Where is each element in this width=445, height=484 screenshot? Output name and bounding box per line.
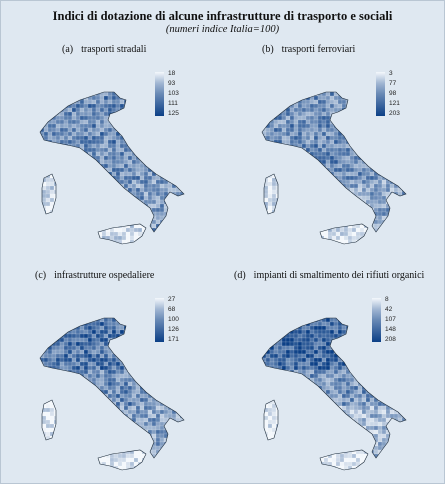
sardinia-outline xyxy=(263,173,279,215)
panel-label: infrastrutture ospedaliere xyxy=(54,270,155,281)
legend-color-bar xyxy=(155,298,164,342)
italy-choropleth-map xyxy=(261,317,407,471)
color-legend: 8 42 107 148 208 xyxy=(372,296,412,344)
legend-tick: 93 xyxy=(168,80,176,87)
municipality-cells xyxy=(42,400,56,440)
municipality-cells xyxy=(264,400,278,440)
sicily-outline xyxy=(97,449,147,471)
color-legend: 18 93 103 111 125 xyxy=(155,70,195,118)
legend-tick: 103 xyxy=(168,90,179,97)
legend-tick: 68 xyxy=(168,306,176,313)
legend-tick: 77 xyxy=(389,80,397,87)
panel-tag: (c) xyxy=(35,270,47,281)
sicily-outline xyxy=(319,449,369,471)
mainland-outline xyxy=(39,317,185,459)
color-legend: 3 77 98 121 203 xyxy=(376,70,416,118)
panel-label: trasporti stradali xyxy=(81,44,147,55)
panel-trasporti-ferroviari: (b) trasporti ferroviari 3 77 98 121 203 xyxy=(222,44,444,254)
legend-tick: 126 xyxy=(168,326,179,333)
legend-tick: 171 xyxy=(168,336,179,343)
legend-tick: 125 xyxy=(168,110,179,117)
sardinia-outline xyxy=(41,173,57,215)
panel-tag: (a) xyxy=(62,44,74,55)
legend-tick: 100 xyxy=(168,316,179,323)
legend-tick: 42 xyxy=(385,306,393,313)
legend-tick: 3 xyxy=(389,70,393,77)
legend-tick: 111 xyxy=(168,100,178,107)
panel-title: (b) trasporti ferroviari xyxy=(262,44,355,55)
sardinia-outline xyxy=(41,399,57,441)
legend-color-bar xyxy=(155,72,164,116)
mainland-outline xyxy=(261,91,407,233)
municipality-cells xyxy=(264,174,278,214)
legend-tick: 98 xyxy=(389,90,397,97)
legend-tick: 107 xyxy=(385,316,396,323)
municipality-cells xyxy=(42,174,56,214)
legend-tick: 208 xyxy=(385,336,396,343)
panel-title: (c) infrastrutture ospedaliere xyxy=(35,270,154,281)
panel-label: impianti di smaltimento dei rifiuti orga… xyxy=(253,270,425,281)
panel-title: (d) impianti di smaltimento dei rifiuti o… xyxy=(234,270,424,281)
panel-tag: (d) xyxy=(234,270,246,281)
legend-tick: 121 xyxy=(389,100,400,107)
legend-tick: 8 xyxy=(385,296,389,303)
italy-choropleth-map xyxy=(39,317,185,471)
panel-title: (a) trasporti stradali xyxy=(62,44,146,55)
sicily-outline xyxy=(97,223,147,245)
mainland-outline xyxy=(261,317,407,459)
panel-impianti-rifiuti-organici: (d) impianti di smaltimento dei rifiuti o… xyxy=(222,270,444,480)
legend-tick: 27 xyxy=(168,296,176,303)
legend-color-bar xyxy=(376,72,385,116)
panel-infrastrutture-ospedaliere: (c) infrastrutture ospedaliere 27 68 100 … xyxy=(0,270,222,480)
figure-title: Indici di dotazione di alcune infrastrut… xyxy=(52,9,393,23)
legend-tick: 148 xyxy=(385,326,396,333)
panel-tag: (b) xyxy=(262,44,274,55)
legend-tick: 18 xyxy=(168,70,176,77)
legend-color-bar xyxy=(372,298,381,342)
italy-choropleth-map xyxy=(39,91,185,245)
panel-trasporti-stradali: (a) trasporti stradali 18 93 103 111 125 xyxy=(0,44,222,254)
sardinia-outline xyxy=(263,399,279,441)
legend-tick: 203 xyxy=(389,110,400,117)
color-legend: 27 68 100 126 171 xyxy=(155,296,195,344)
sicily-outline xyxy=(319,223,369,245)
figure-subtitle: (numeri indice Italia=100) xyxy=(165,24,280,35)
mainland-outline xyxy=(39,91,185,233)
italy-choropleth-map xyxy=(261,91,407,245)
panel-label: trasporti ferroviari xyxy=(281,44,356,55)
